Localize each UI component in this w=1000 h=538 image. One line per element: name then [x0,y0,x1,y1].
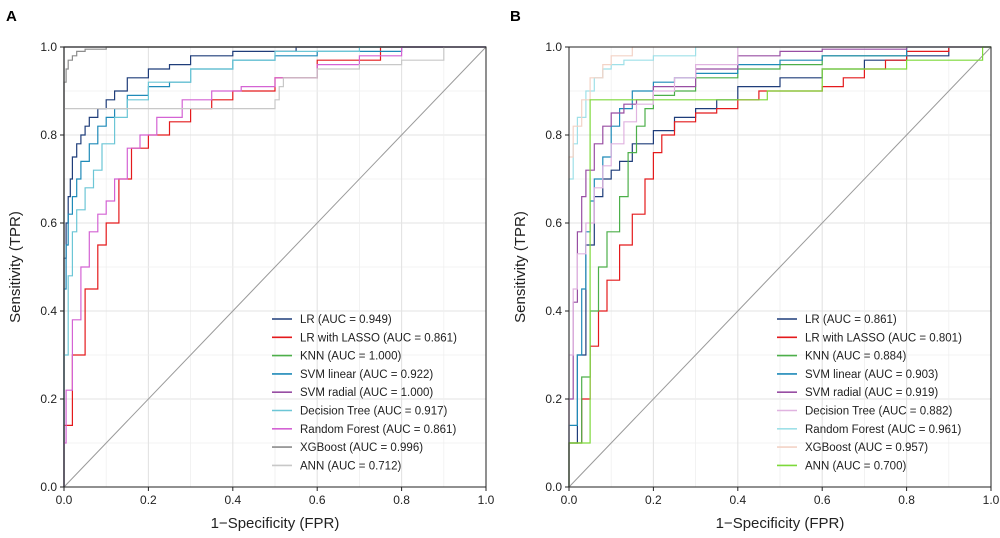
legend-label: SVM linear (AUC = 0.903) [805,369,938,381]
y-tick-label: 0.8 [40,128,57,142]
x-tick-label: 0.4 [224,493,241,507]
x-tick-label: 0.4 [729,493,746,507]
roc-curve [568,46,991,487]
y-tick-label: 0.6 [545,216,562,230]
legend-label: LR with LASSO (AUC = 0.861) [300,332,457,344]
legend-label: Random Forest (AUC = 0.861) [300,424,456,436]
x-tick-label: 0.6 [814,493,831,507]
legend-label: XGBoost (AUC = 0.957) [805,442,928,454]
y-tick-label: 0.0 [40,480,57,494]
plot-frame [568,46,992,488]
reference-diagonal [63,46,487,488]
legend-label: Random Forest (AUC = 0.961) [805,424,961,436]
legend-label: Decision Tree (AUC = 0.882) [805,406,952,418]
roc-curve [63,46,486,487]
x-axis-title: 1−Specificity (FPR) [716,515,845,532]
legend-label: KNN (AUC = 1.000) [300,351,401,363]
x-tick-label: 0.2 [645,493,662,507]
panel-label: B [510,8,521,25]
x-tick-label: 1.0 [478,493,495,507]
legend-label: LR (AUC = 0.949) [300,314,392,326]
legend-label: SVM radial (AUC = 0.919) [805,387,938,399]
y-axis-title: Sensitivity (TPR) [7,211,24,323]
legend: LR (AUC = 0.949) LR with LASSO (AUC = 0.8… [272,314,457,472]
roc-curve [568,46,991,487]
x-tick-label: 0.0 [56,493,73,507]
reference-diagonal [568,46,992,488]
x-tick-label: 0.0 [561,493,578,507]
x-tick-label: 0.6 [309,493,326,507]
legend: LR (AUC = 0.861) LR with LASSO (AUC = 0.8… [777,314,962,472]
y-tick-label: 0.4 [40,304,57,318]
roc-curve [63,46,486,487]
y-axis-title: Sensitivity (TPR) [512,211,529,323]
legend-label: Decision Tree (AUC = 0.917) [300,406,447,418]
x-tick-label: 1.0 [983,493,1000,507]
legend-label: ANN (AUC = 0.700) [805,460,906,472]
legend-label: SVM linear (AUC = 0.922) [300,369,433,381]
panel-label: A [6,8,17,25]
y-tick-label: 1.0 [40,40,57,54]
panel-a: A 0.0 0.2 0.4 0.6 0.8 1.0 0.0 0.2 0.4 0.6 0.8 1.0 1−S… [6,8,495,532]
legend-label: XGBoost (AUC = 0.996) [300,442,423,454]
roc-curve [568,46,991,487]
roc-curve [63,46,486,487]
roc-curve [568,46,991,487]
x-tick-label: 0.2 [140,493,157,507]
roc-curve [63,46,486,487]
x-tick-label: 0.8 [898,493,915,507]
y-tick-label: 0.6 [40,216,57,230]
x-axis-title: 1−Specificity (FPR) [211,515,340,532]
legend-label: LR with LASSO (AUC = 0.801) [805,332,962,344]
legend-label: KNN (AUC = 0.884) [805,351,906,363]
x-tick-label: 0.8 [393,493,410,507]
roc-curve [568,46,991,487]
plot-frame [63,46,487,488]
roc-curve [568,46,991,487]
y-tick-label: 0.0 [545,480,562,494]
y-tick-label: 0.4 [545,304,562,318]
roc-curve [568,46,991,487]
y-tick-label: 0.2 [40,392,57,406]
y-tick-label: 0.8 [545,128,562,142]
legend-label: ANN (AUC = 0.712) [300,460,401,472]
legend-label: SVM radial (AUC = 1.000) [300,387,433,399]
y-tick-label: 1.0 [545,40,562,54]
legend-label: LR (AUC = 0.861) [805,314,897,326]
roc-curve [63,46,486,487]
y-tick-label: 0.2 [545,392,562,406]
panel-b: B 0.0 0.2 0.4 0.6 0.8 1.0 0.0 0.2 0.4 0.6 0.8 1.0 1−S… [510,8,1000,532]
